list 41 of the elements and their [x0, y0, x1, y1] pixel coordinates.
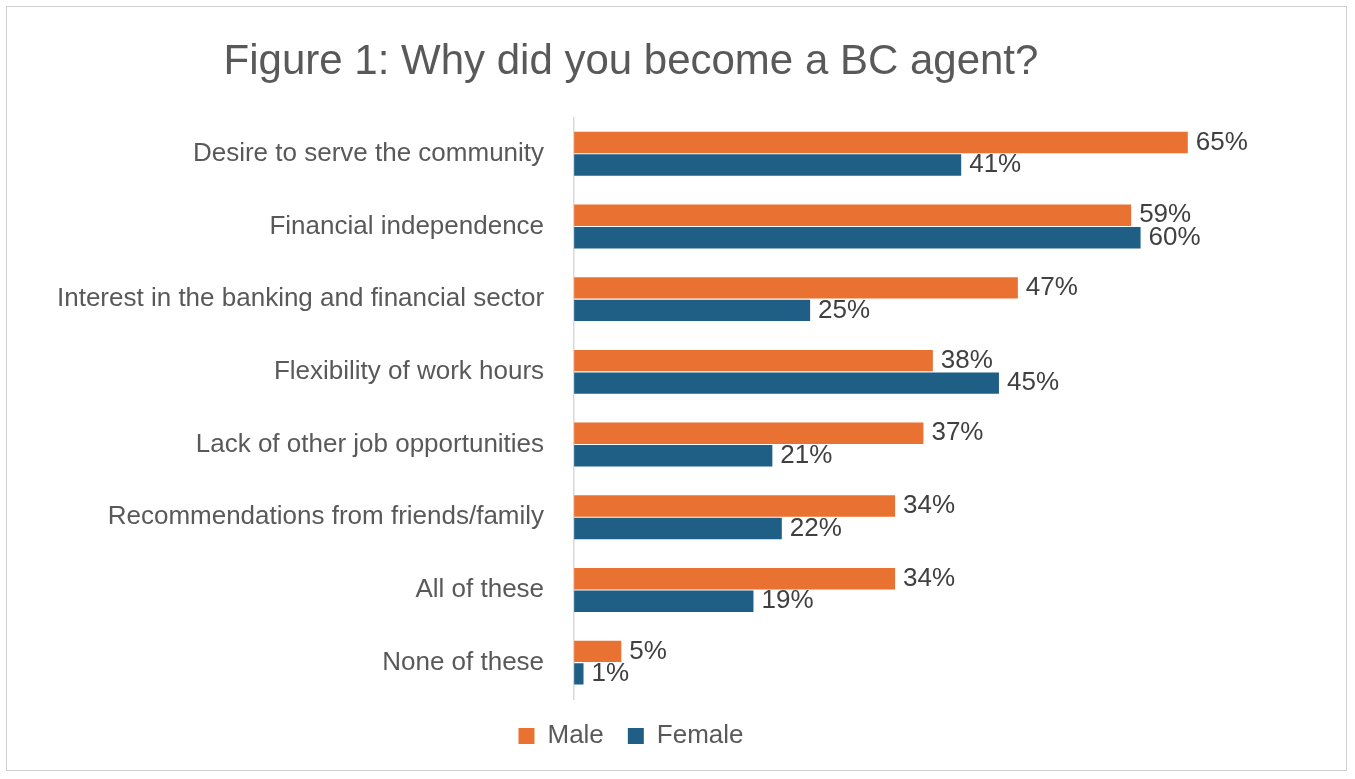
data-label: 25% — [818, 293, 871, 324]
y-tick-label: Recommendations from friends/family — [107, 500, 545, 531]
data-label: 38% — [940, 343, 993, 374]
y-tick-label: Flexibility of work hours — [273, 355, 545, 386]
bar — [574, 154, 962, 176]
legend-label: Female — [656, 719, 744, 750]
data-label: 5% — [629, 634, 667, 665]
y-tick-label: Desire to serve the community — [192, 136, 545, 167]
bar — [574, 204, 1132, 226]
data-label: 34% — [903, 561, 956, 592]
bar — [574, 349, 933, 372]
bar — [574, 372, 999, 394]
y-tick-label: Financial independence — [269, 209, 545, 240]
bar — [574, 495, 896, 517]
data-label: 45% — [1006, 366, 1059, 397]
y-tick-label: None of these — [382, 645, 545, 676]
bar — [574, 227, 1141, 249]
data-label: 19% — [761, 584, 814, 615]
y-tick-label: Lack of other job opportunities — [195, 427, 545, 458]
bar — [574, 299, 811, 322]
legend-label: Male — [547, 719, 604, 750]
bar — [574, 590, 754, 612]
bar — [574, 445, 773, 467]
data-label: 37% — [931, 416, 984, 447]
bar — [574, 131, 1188, 154]
data-label: 1% — [591, 657, 630, 688]
bar — [574, 517, 782, 540]
y-tick-label: Interest in the banking and financial sector — [56, 282, 545, 313]
data-label: 47% — [1025, 271, 1078, 302]
bar — [574, 567, 896, 590]
data-label: 41% — [969, 148, 1022, 179]
y-tick-label: All of these — [415, 573, 545, 604]
bar — [574, 277, 1018, 299]
data-label: 34% — [903, 489, 956, 520]
bar — [574, 640, 622, 663]
bar — [574, 422, 924, 444]
bar — [574, 663, 584, 685]
data-label: 21% — [780, 438, 833, 469]
chart-title: Figure 1: Why did you become a BC agent? — [223, 35, 1039, 83]
data-label: 65% — [1195, 125, 1248, 156]
data-label: 22% — [789, 511, 842, 542]
